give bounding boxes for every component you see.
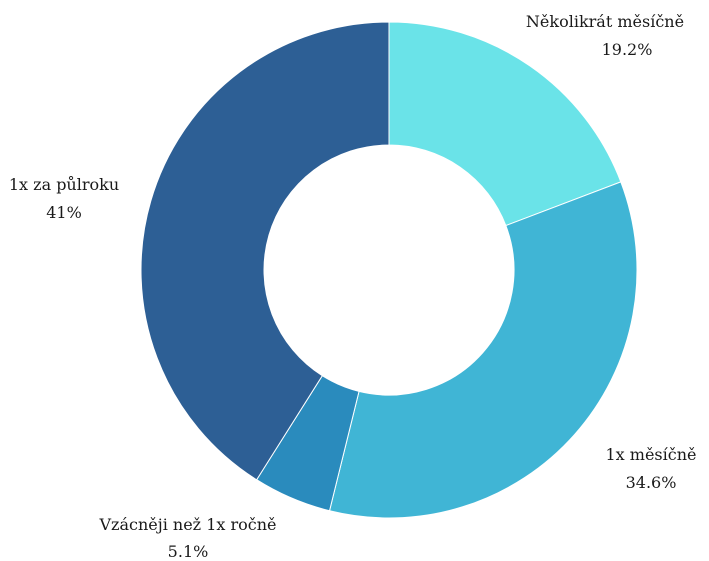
slice-value-several-monthly: 19.2%	[602, 40, 653, 59]
slice-value-half-year: 41%	[46, 203, 82, 222]
slices-group	[140, 21, 638, 519]
slice-label-half-year: 1x za půlroku	[9, 175, 119, 194]
slice-label-several-monthly: Několikrát měsíčně	[526, 12, 684, 31]
slice-several-monthly	[388, 21, 622, 227]
slice-monthly	[328, 181, 638, 519]
slice-label-monthly: 1x měsíčně	[606, 445, 697, 464]
labels-group: Několikrát měsíčně 19.2% 1x měsíčně 34.6…	[9, 12, 697, 561]
slice-label-rarely: Vzácněji než 1x ročně	[98, 515, 276, 534]
slice-half-year	[140, 21, 390, 481]
slice-value-monthly: 34.6%	[626, 473, 677, 492]
slice-value-rarely: 5.1%	[168, 542, 209, 561]
